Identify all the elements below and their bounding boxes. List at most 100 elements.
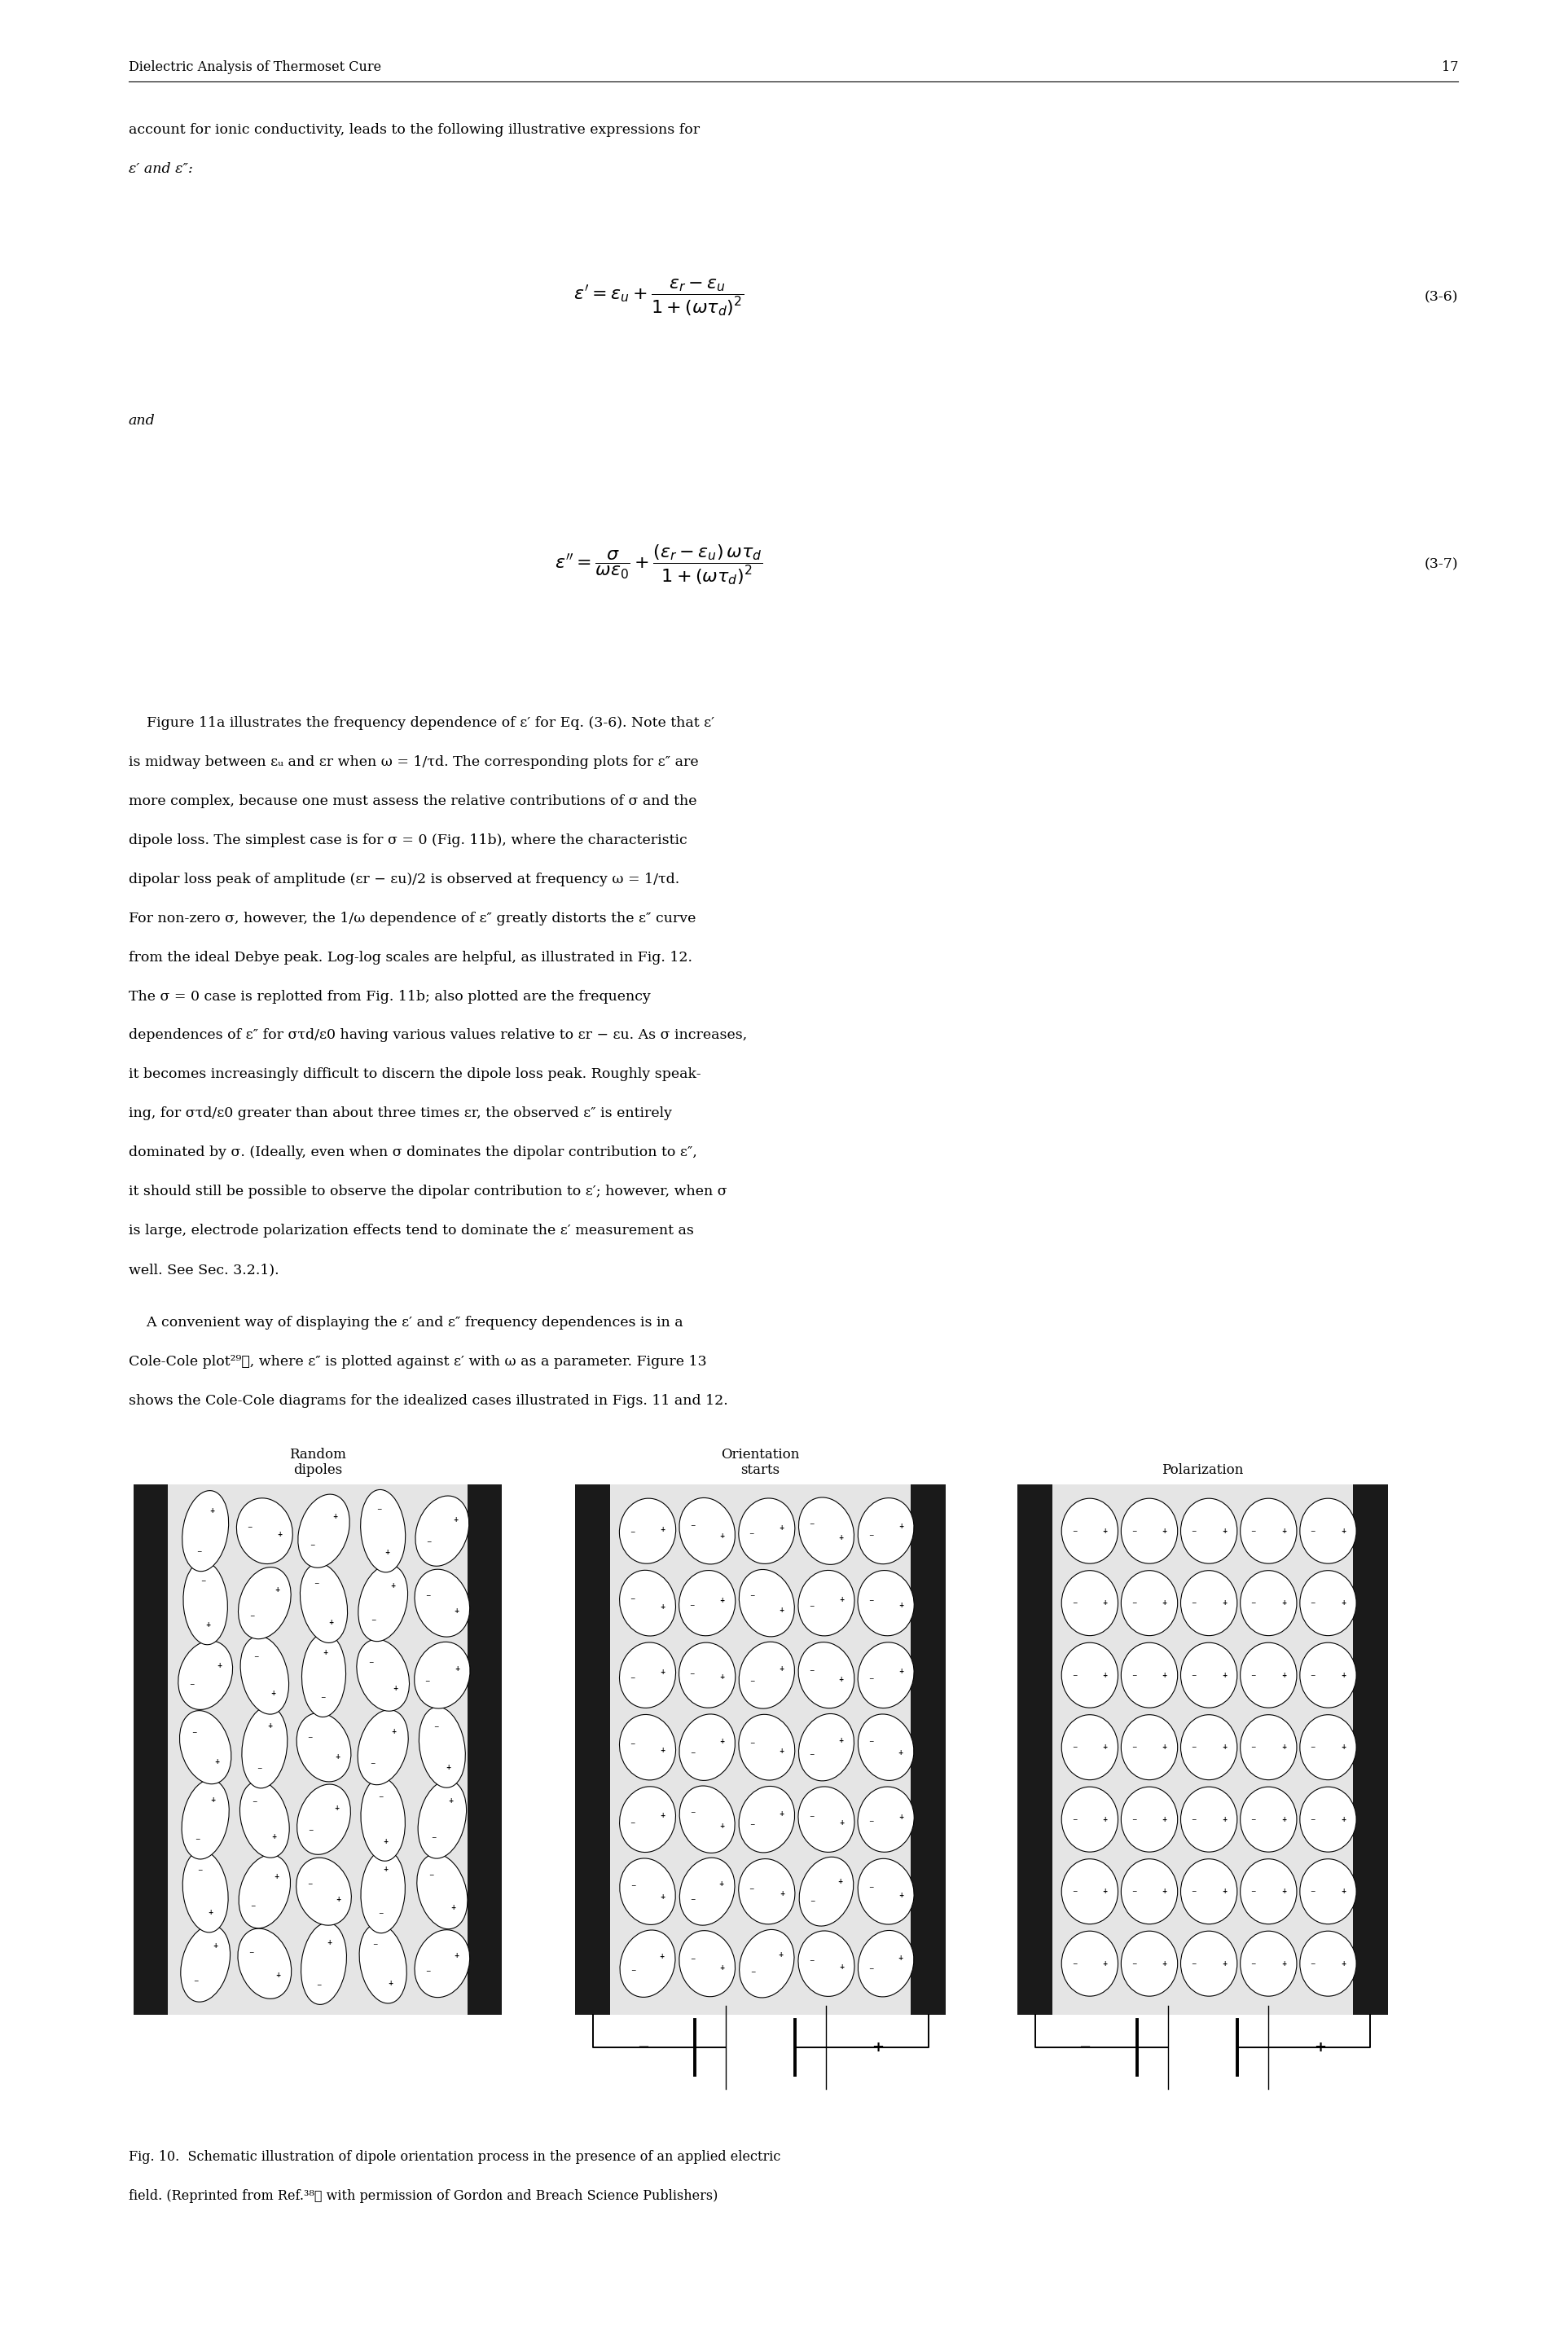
- Text: +: +: [390, 1728, 397, 1735]
- Ellipse shape: [619, 1570, 676, 1635]
- Text: +: +: [394, 1684, 398, 1691]
- Text: +: +: [387, 1979, 394, 1986]
- Text: −: −: [254, 1654, 259, 1661]
- Text: +: +: [205, 1621, 210, 1628]
- Text: −: −: [1192, 1600, 1196, 1607]
- Text: +: +: [334, 1805, 340, 1812]
- Ellipse shape: [798, 1714, 855, 1782]
- Text: shows the Cole-Cole diagrams for the idealized cases illustrated in Figs. 11 and: shows the Cole-Cole diagrams for the ide…: [129, 1393, 728, 1407]
- Ellipse shape: [1300, 1570, 1356, 1635]
- Text: Random
dipoles: Random dipoles: [289, 1447, 347, 1477]
- Text: −: −: [1251, 1744, 1256, 1751]
- Text: +: +: [453, 1517, 458, 1524]
- Text: it should still be possible to observe the dipolar contribution to ε′; however, : it should still be possible to observe t…: [129, 1184, 728, 1198]
- Text: +: +: [898, 1814, 903, 1821]
- Ellipse shape: [359, 1924, 406, 2003]
- Text: +: +: [720, 1965, 724, 1972]
- Text: $\varepsilon'' = \dfrac{\sigma}{\omega\varepsilon_0} + \dfrac{(\varepsilon_r - \: $\varepsilon'' = \dfrac{\sigma}{\omega\v…: [555, 542, 762, 586]
- Text: +: +: [779, 1747, 784, 1754]
- Ellipse shape: [1181, 1931, 1237, 1996]
- Ellipse shape: [1121, 1642, 1178, 1707]
- Text: −: −: [196, 1547, 202, 1556]
- Text: −: −: [249, 1612, 254, 1619]
- Text: −: −: [320, 1693, 325, 1700]
- Ellipse shape: [858, 1931, 914, 1996]
- Text: +: +: [216, 1663, 221, 1670]
- Text: +: +: [720, 1738, 724, 1744]
- Text: +: +: [839, 1535, 844, 1542]
- Text: −: −: [869, 1819, 873, 1826]
- Text: +: +: [326, 1938, 331, 1947]
- Text: +: +: [1102, 1600, 1107, 1607]
- Text: +: +: [390, 1582, 395, 1589]
- Text: +: +: [720, 1672, 724, 1679]
- Text: +: +: [1162, 1528, 1167, 1535]
- Ellipse shape: [619, 1642, 676, 1707]
- Text: +: +: [1102, 1528, 1107, 1535]
- Ellipse shape: [798, 1498, 855, 1565]
- Text: Figure 11a illustrates the frequency dependence of ε′ for Eq. (3-6). Note that ε: Figure 11a illustrates the frequency dep…: [129, 716, 715, 730]
- Text: −: −: [869, 1884, 873, 1891]
- Text: and: and: [129, 414, 155, 428]
- Ellipse shape: [238, 1854, 290, 1928]
- Ellipse shape: [237, 1498, 293, 1563]
- Text: −: −: [1132, 1817, 1137, 1824]
- Text: −: −: [809, 1668, 814, 1675]
- Text: −: −: [373, 1940, 378, 1947]
- Text: dipolar loss peak of amplitude (εr − εu)/2 is observed at frequency ω = 1/τd.: dipolar loss peak of amplitude (εr − εu)…: [129, 872, 679, 886]
- Ellipse shape: [299, 1563, 348, 1642]
- Text: Polarization: Polarization: [1162, 1463, 1243, 1477]
- Text: −: −: [869, 1533, 873, 1540]
- Text: +: +: [1221, 1817, 1226, 1824]
- Text: +: +: [1221, 1528, 1226, 1535]
- Text: +: +: [336, 1754, 340, 1761]
- Text: +: +: [839, 1738, 844, 1744]
- Text: dominated by σ. (Ideally, even when σ dominates the dipolar contribution to ε″,: dominated by σ. (Ideally, even when σ do…: [129, 1147, 698, 1161]
- Ellipse shape: [414, 1570, 470, 1638]
- Text: −: −: [1073, 1528, 1077, 1535]
- Text: +: +: [839, 1819, 844, 1826]
- Text: (3-6): (3-6): [1424, 291, 1458, 305]
- Ellipse shape: [619, 1858, 676, 1924]
- Text: +: +: [445, 1763, 452, 1772]
- Text: +: +: [1162, 1672, 1167, 1679]
- Text: +: +: [384, 1549, 389, 1556]
- Text: (3-7): (3-7): [1424, 558, 1458, 572]
- Ellipse shape: [296, 1784, 351, 1854]
- Text: +: +: [779, 1665, 784, 1672]
- Text: −: −: [750, 1593, 754, 1600]
- Ellipse shape: [739, 1498, 795, 1563]
- Ellipse shape: [739, 1714, 795, 1779]
- Text: −: −: [630, 1819, 635, 1826]
- Ellipse shape: [679, 1786, 735, 1854]
- Ellipse shape: [1062, 1570, 1118, 1635]
- Text: −: −: [690, 1670, 695, 1677]
- Ellipse shape: [619, 1931, 676, 1998]
- Text: +: +: [1341, 1672, 1345, 1679]
- Text: +: +: [779, 1524, 784, 1531]
- Text: −: −: [431, 1835, 436, 1842]
- Text: +: +: [1341, 1744, 1345, 1751]
- Text: −: −: [809, 1812, 814, 1819]
- Bar: [1353, 1484, 1388, 2014]
- Text: +: +: [1281, 1889, 1286, 1896]
- Ellipse shape: [361, 1849, 405, 1933]
- Text: −: −: [630, 1596, 635, 1603]
- Text: ε′ and ε″:: ε′ and ε″:: [129, 163, 193, 177]
- Text: −: −: [317, 1982, 321, 1989]
- Ellipse shape: [1181, 1714, 1237, 1779]
- Ellipse shape: [1181, 1786, 1237, 1851]
- Text: +: +: [1221, 1672, 1226, 1679]
- Text: +: +: [267, 1721, 273, 1731]
- Text: −: −: [370, 1617, 376, 1624]
- Ellipse shape: [419, 1779, 466, 1858]
- Text: −: −: [809, 1603, 814, 1610]
- Ellipse shape: [417, 1854, 467, 1928]
- Text: +: +: [336, 1896, 340, 1903]
- Text: +: +: [1314, 2040, 1327, 2054]
- Text: −: −: [191, 1728, 196, 1738]
- Ellipse shape: [619, 1786, 676, 1851]
- Text: −: −: [1132, 1672, 1137, 1679]
- Bar: [168, 1484, 467, 2014]
- Ellipse shape: [1121, 1498, 1178, 1563]
